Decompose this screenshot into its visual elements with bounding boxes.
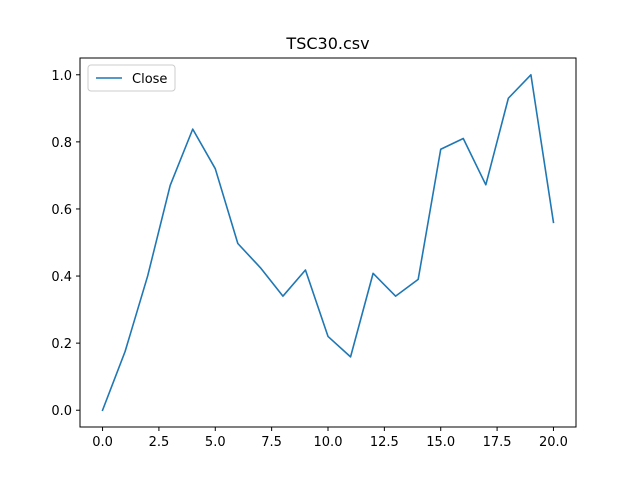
x-tick-label: 0.0	[92, 435, 113, 450]
x-tick-label: 2.5	[149, 435, 170, 450]
y-tick-label: 0.2	[51, 337, 72, 352]
x-tick-label: 10.0	[314, 435, 343, 450]
legend-box	[87, 64, 176, 92]
x-axis: 0.0 2.5 5.0 7.5 10.0 12.5 15.0 17.5 20.0	[92, 427, 568, 450]
x-tick-label: 12.5	[370, 435, 399, 450]
legend: Close	[87, 64, 176, 92]
y-tick-label: 1.0	[51, 69, 72, 84]
x-tick-label: 7.5	[261, 435, 282, 450]
plot-area	[79, 57, 577, 428]
y-tick-label: 0.6	[51, 203, 72, 218]
y-axis: 0.0 0.2 0.4 0.6 0.8 1.0	[51, 69, 80, 419]
y-tick-label: 0.8	[51, 136, 72, 151]
series-layer	[101, 73, 555, 412]
legend-label: Close	[132, 72, 167, 87]
x-tick-label: 15.0	[426, 435, 455, 450]
plot-frame	[79, 57, 577, 428]
x-tick-label: 20.0	[539, 435, 568, 450]
y-tick-label: 0.0	[51, 404, 72, 419]
y-tick-label: 0.4	[51, 270, 72, 285]
x-tick-label: 17.5	[483, 435, 512, 450]
chart-title: TSC30.csv	[285, 34, 369, 53]
series-line-close	[101, 73, 555, 412]
x-tick-label: 5.0	[205, 435, 226, 450]
